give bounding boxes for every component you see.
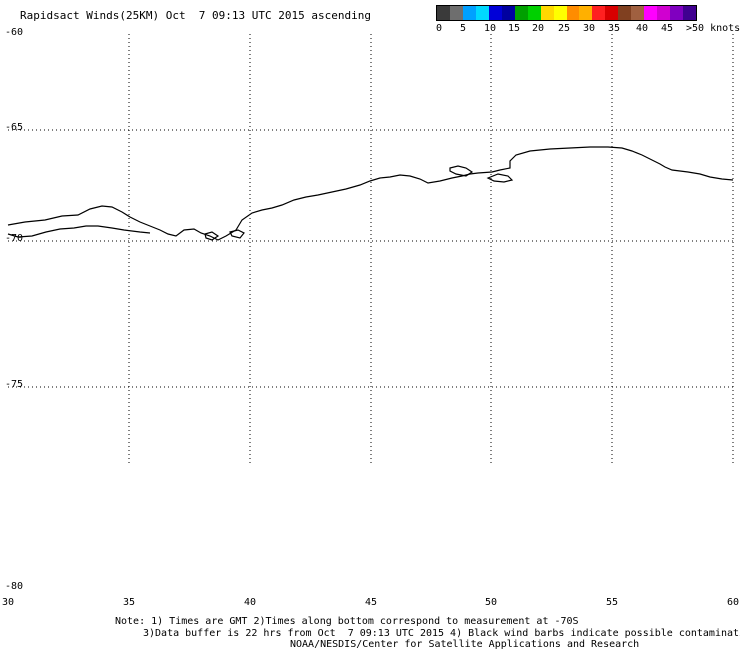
- legend-swatch: [631, 6, 645, 20]
- latitude-label: -65: [5, 122, 23, 133]
- legend-tick-label: 40: [636, 23, 649, 34]
- legend-swatch: [657, 6, 671, 20]
- legend-swatch: [514, 6, 528, 20]
- legend-swatch: [644, 6, 658, 20]
- longitude-label: 50: [485, 597, 497, 608]
- latitude-label: -75: [5, 379, 23, 390]
- note-line-3: NOAA/NESDIS/Center for Satellite Applica…: [290, 639, 640, 650]
- legend-swatch: [579, 6, 593, 20]
- wind-speed-legend: 0 5 10 15 20 25 30 35 40 45 >50 knots: [436, 5, 740, 34]
- legend-swatch: [527, 6, 541, 20]
- legend-tick-label: 20: [532, 23, 545, 34]
- latitude-label: -60: [5, 27, 23, 38]
- legend-tick-label: 25: [558, 23, 571, 34]
- legend-swatch: [618, 6, 632, 20]
- note-line-1: Note: 1) Times are GMT 2)Times along bot…: [115, 616, 579, 627]
- legend-tick-label: >50 knots: [686, 23, 740, 34]
- longitude-label: 35: [123, 597, 135, 608]
- coastline-lower-west: [7, 225, 151, 238]
- latitude-label: -70: [5, 233, 23, 244]
- longitude-label: 40: [244, 597, 256, 608]
- ice-shelf-island: [449, 165, 474, 177]
- coastal-islands: [204, 229, 245, 241]
- legend-swatch: [501, 6, 515, 20]
- legend-ticks: 0 5 10 15 20 25 30 35 40 45 >50 knots: [436, 21, 740, 34]
- legend-tick-label: 10: [484, 23, 497, 34]
- note-line-2: 3)Data buffer is 22 hrs from Oct 7 09:13…: [143, 628, 740, 639]
- legend-swatch: [683, 6, 697, 20]
- legend-tick-label: 0: [436, 23, 443, 34]
- legend-tick-label: 30: [583, 23, 596, 34]
- legend-tick-label: 35: [608, 23, 621, 34]
- legend-swatch: [462, 6, 476, 20]
- legend-swatch: [449, 6, 463, 20]
- legend-swatch: [540, 6, 554, 20]
- legend-tick-label: 45: [661, 23, 674, 34]
- legend-tick-label: 5: [460, 23, 467, 34]
- legend-swatch: [670, 6, 684, 20]
- legend-swatch: [553, 6, 567, 20]
- antarctic-coastline: [7, 146, 734, 241]
- legend-swatch: [592, 6, 606, 20]
- legend-swatch: [475, 6, 489, 20]
- map-title: Rapidsact Winds(25KM) Oct 7 09:13 UTC 20…: [20, 9, 371, 22]
- longitude-label: 55: [606, 597, 618, 608]
- legend-tick-label: 15: [508, 23, 521, 34]
- longitude-label: 30: [2, 597, 14, 608]
- legend-swatch: [488, 6, 502, 20]
- legend-swatch: [437, 6, 450, 20]
- lat-lon-grid: [8, 34, 734, 465]
- legend-color-bar: [436, 5, 697, 21]
- ice-shelf-inlet: [486, 173, 514, 183]
- longitude-label: 45: [365, 597, 377, 608]
- longitude-label: 60: [727, 597, 739, 608]
- legend-swatch: [605, 6, 619, 20]
- legend-swatch: [566, 6, 580, 20]
- latitude-label: -80: [5, 581, 23, 592]
